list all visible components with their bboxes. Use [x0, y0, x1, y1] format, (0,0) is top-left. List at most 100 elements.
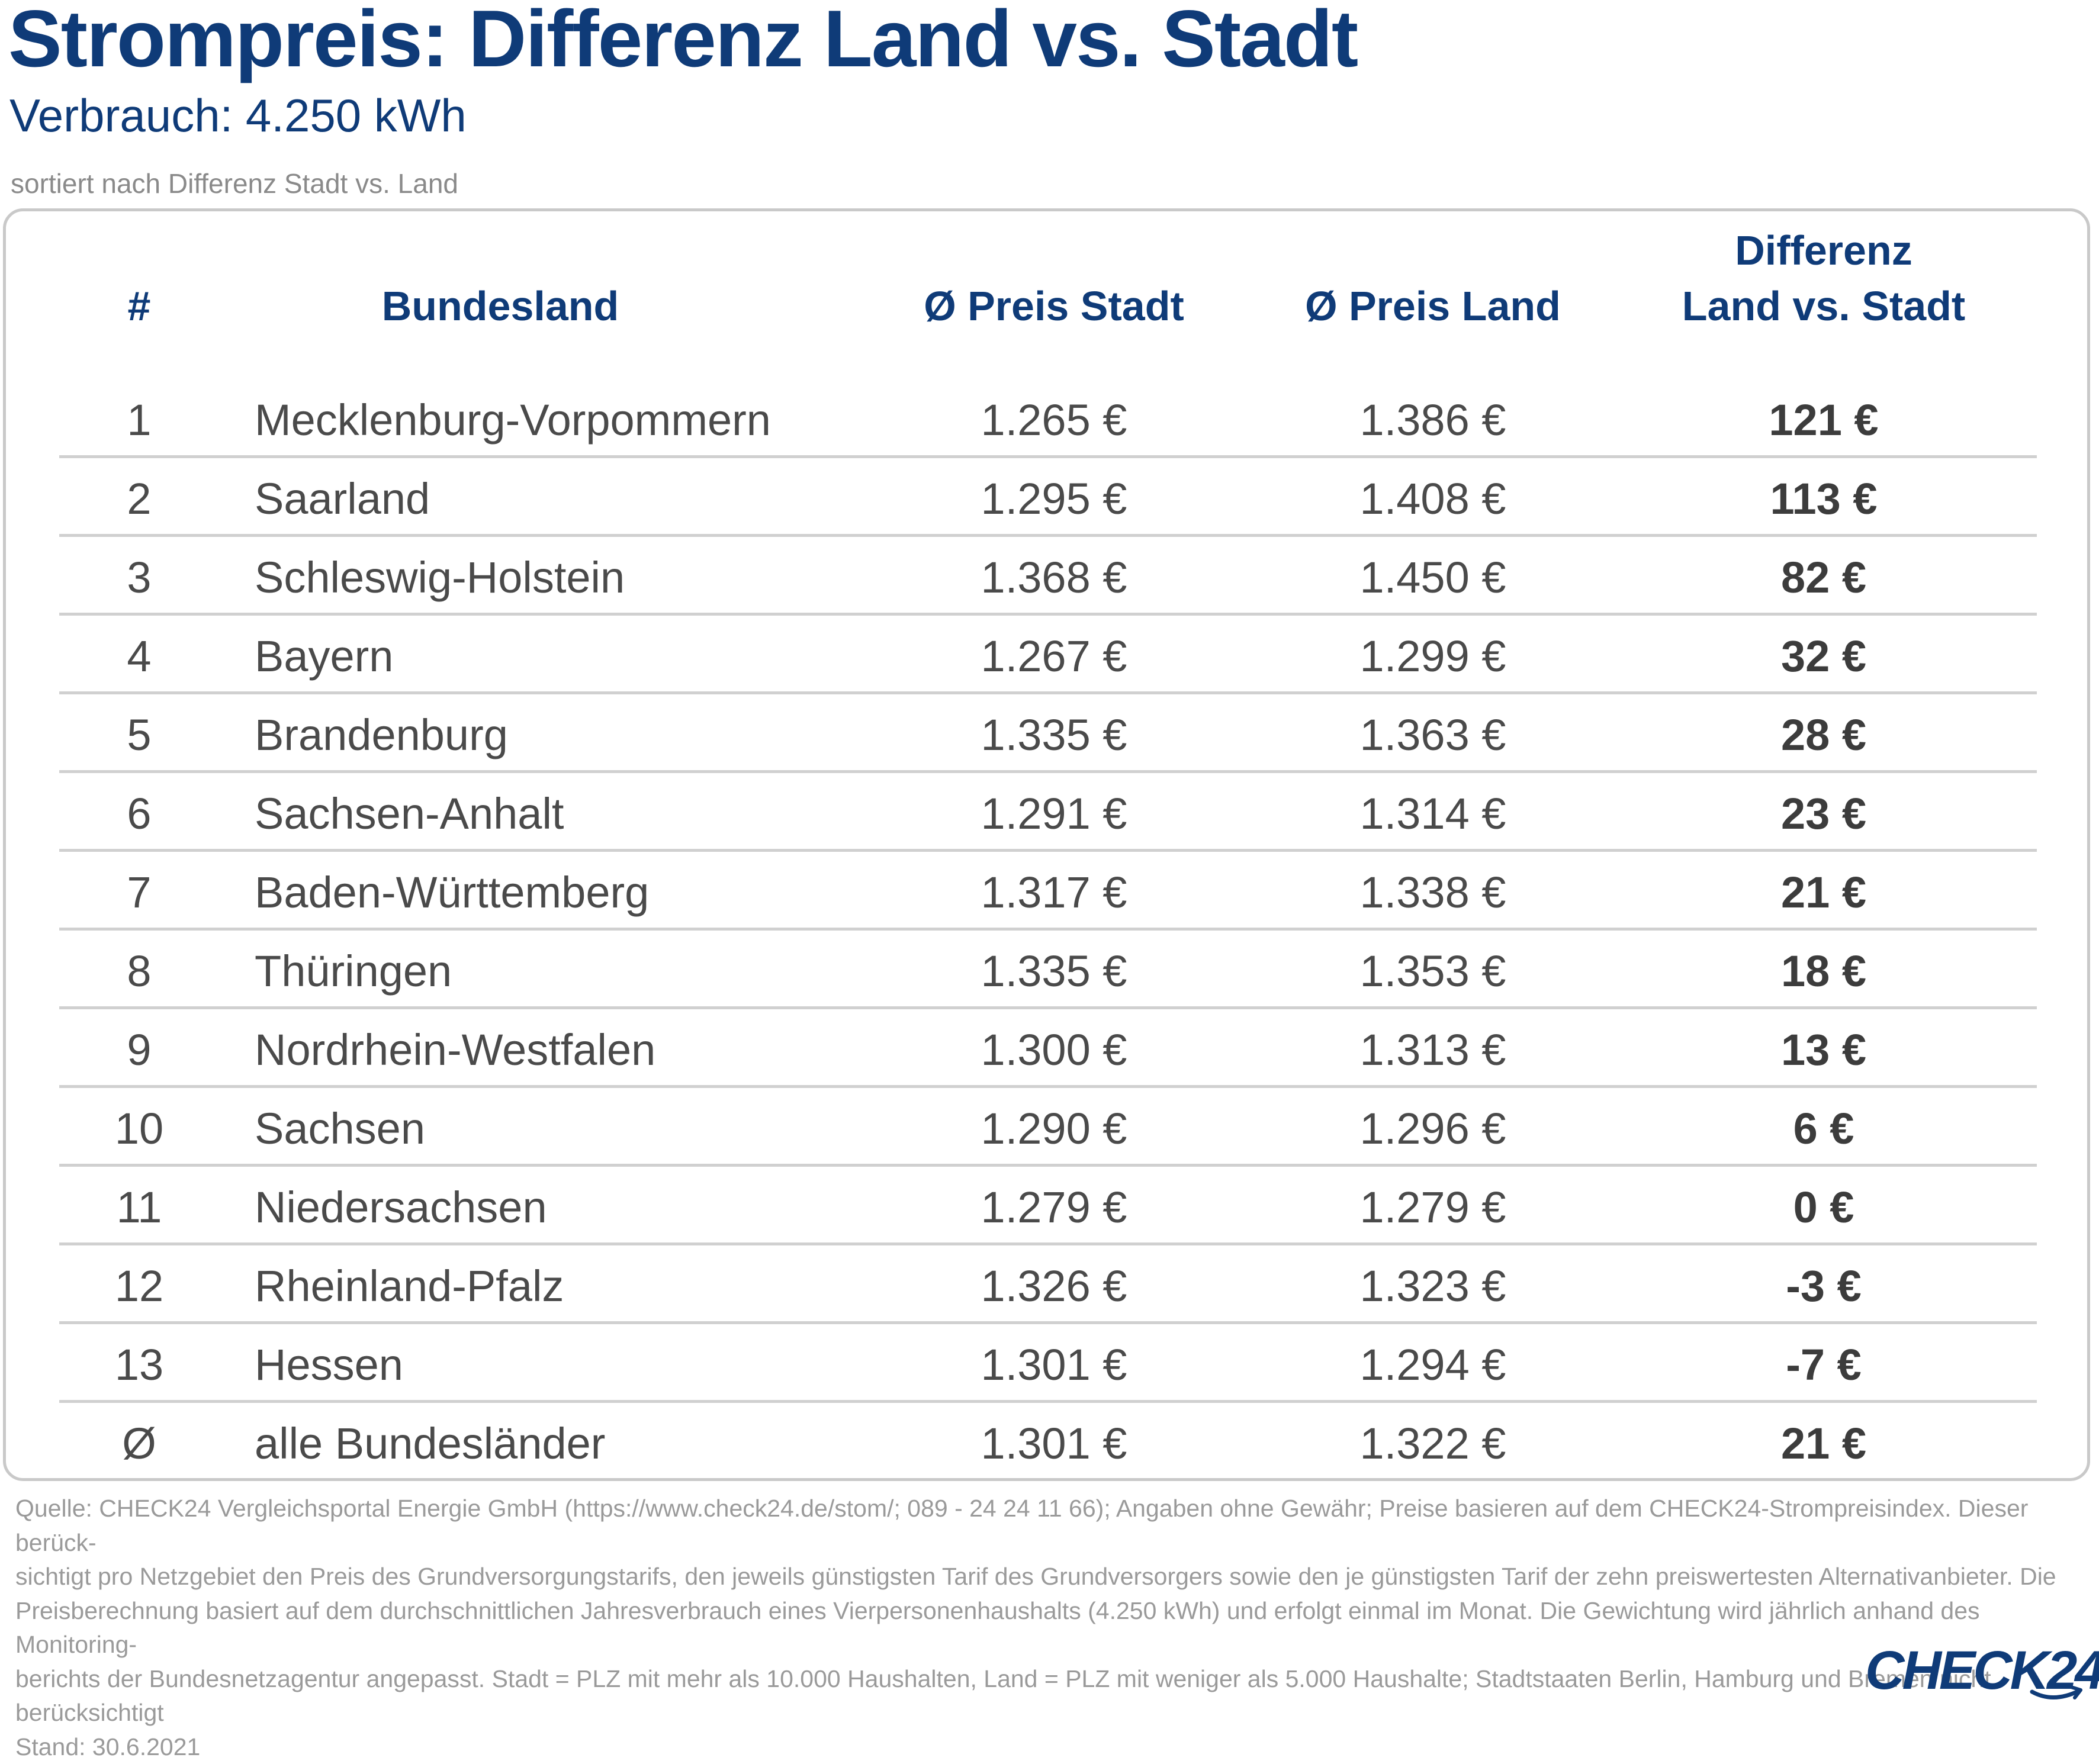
row-preis-land: 1.313 € [1273, 1010, 1593, 1089]
table-row: 2 Saarland 1.295 € 1.408 € 113 € [0, 459, 2099, 538]
row-bundesland: Schleswig-Holstein [255, 538, 625, 617]
row-divider [59, 849, 2037, 852]
row-differenz: -7 € [1622, 1325, 2025, 1404]
source-line: berichts der Bundesnetzagentur angepasst… [15, 1662, 2088, 1730]
row-divider [59, 770, 2037, 773]
table-row: 9 Nordrhein-Westfalen 1.300 € 1.313 € 13… [0, 1010, 2099, 1089]
row-rank: Ø [107, 1404, 172, 1483]
row-bundesland: Bayern [255, 617, 393, 696]
table-row-average: Ø alle Bundesländer 1.301 € 1.322 € 21 € [0, 1404, 2099, 1483]
row-rank: 13 [107, 1325, 172, 1404]
row-rank: 7 [107, 853, 172, 932]
source-line: Quelle: CHECK24 Vergleichsportal Energie… [15, 1492, 2088, 1560]
row-differenz: 6 € [1622, 1089, 2025, 1168]
table-row: 11 Niedersachsen 1.279 € 1.279 € 0 € [0, 1168, 2099, 1247]
row-preis-stadt: 1.265 € [888, 381, 1220, 459]
table-row: 6 Sachsen-Anhalt 1.291 € 1.314 € 23 € [0, 774, 2099, 853]
row-preis-land: 1.450 € [1273, 538, 1593, 617]
row-preis-land: 1.279 € [1273, 1168, 1593, 1247]
table-row: 10 Sachsen 1.290 € 1.296 € 6 € [0, 1089, 2099, 1168]
row-rank: 6 [107, 774, 172, 853]
row-preis-land: 1.386 € [1273, 381, 1593, 459]
row-divider [59, 1164, 2037, 1167]
column-header-differenz: Differenz Land vs. Stadt [1622, 223, 2025, 334]
row-differenz: 0 € [1622, 1168, 2025, 1247]
row-bundesland: Niedersachsen [255, 1168, 547, 1247]
table-row: 5 Brandenburg 1.335 € 1.363 € 28 € [0, 696, 2099, 774]
row-divider [59, 928, 2037, 931]
column-header-number: # [107, 278, 172, 334]
row-preis-stadt: 1.335 € [888, 932, 1220, 1010]
source-line: Preisberechnung basiert auf dem durchsch… [15, 1594, 2088, 1662]
row-differenz: 13 € [1622, 1010, 2025, 1089]
row-divider [59, 613, 2037, 616]
row-bundesland: Thüringen [255, 932, 452, 1010]
row-differenz: 28 € [1622, 696, 2025, 774]
column-header-bundesland: Bundesland [332, 278, 669, 334]
logo-swoosh-icon [2030, 1686, 2083, 1704]
row-preis-land: 1.294 € [1273, 1325, 1593, 1404]
row-preis-stadt: 1.300 € [888, 1010, 1220, 1089]
row-bundesland: alle Bundesländer [255, 1404, 605, 1483]
row-preis-stadt: 1.291 € [888, 774, 1220, 853]
row-preis-stadt: 1.267 € [888, 617, 1220, 696]
row-bundesland: Mecklenburg-Vorpommern [255, 381, 771, 459]
column-header-preis-stadt: Ø Preis Stadt [888, 278, 1220, 334]
row-differenz: 32 € [1622, 617, 2025, 696]
row-rank: 8 [107, 932, 172, 1010]
row-preis-land: 1.338 € [1273, 853, 1593, 932]
row-preis-stadt: 1.301 € [888, 1325, 1220, 1404]
table-row: 8 Thüringen 1.335 € 1.353 € 18 € [0, 932, 2099, 1010]
row-rank: 10 [107, 1089, 172, 1168]
row-differenz: -3 € [1622, 1247, 2025, 1325]
row-preis-stadt: 1.290 € [888, 1089, 1220, 1168]
row-preis-stadt: 1.368 € [888, 538, 1220, 617]
row-preis-stadt: 1.295 € [888, 459, 1220, 538]
table-row: 13 Hessen 1.301 € 1.294 € -7 € [0, 1325, 2099, 1404]
row-rank: 4 [107, 617, 172, 696]
row-rank: 3 [107, 538, 172, 617]
row-preis-land: 1.323 € [1273, 1247, 1593, 1325]
row-rank: 9 [107, 1010, 172, 1089]
row-differenz: 21 € [1622, 853, 2025, 932]
row-differenz: 21 € [1622, 1404, 2025, 1483]
row-bundesland: Saarland [255, 459, 430, 538]
column-header-preis-land: Ø Preis Land [1273, 278, 1593, 334]
row-divider [59, 534, 2037, 537]
table-row: 4 Bayern 1.267 € 1.299 € 32 € [0, 617, 2099, 696]
row-bundesland: Baden-Württemberg [255, 853, 649, 932]
row-divider [59, 1400, 2037, 1403]
source-footnote: Quelle: CHECK24 Vergleichsportal Energie… [15, 1492, 2088, 1764]
row-differenz: 18 € [1622, 932, 2025, 1010]
row-preis-land: 1.314 € [1273, 774, 1593, 853]
row-preis-stadt: 1.279 € [888, 1168, 1220, 1247]
row-preis-stadt: 1.326 € [888, 1247, 1220, 1325]
row-bundesland: Brandenburg [255, 696, 508, 774]
row-differenz: 23 € [1622, 774, 2025, 853]
row-preis-stadt: 1.335 € [888, 696, 1220, 774]
row-rank: 2 [107, 459, 172, 538]
row-bundesland: Sachsen [255, 1089, 425, 1168]
table-row: 1 Mecklenburg-Vorpommern 1.265 € 1.386 €… [0, 381, 2099, 459]
row-preis-stadt: 1.317 € [888, 853, 1220, 932]
row-divider [59, 1085, 2037, 1088]
row-divider [59, 1242, 2037, 1245]
row-rank: 11 [107, 1168, 172, 1247]
column-header-differenz-line2: Land vs. Stadt [1622, 278, 2025, 334]
row-rank: 12 [107, 1247, 172, 1325]
row-differenz: 121 € [1622, 381, 2025, 459]
row-preis-land: 1.296 € [1273, 1089, 1593, 1168]
source-line: Stand: 30.6.2021 [15, 1730, 2088, 1764]
row-bundesland: Sachsen-Anhalt [255, 774, 564, 853]
table-row: 7 Baden-Württemberg 1.317 € 1.338 € 21 € [0, 853, 2099, 932]
row-divider [59, 455, 2037, 458]
row-differenz: 113 € [1622, 459, 2025, 538]
sort-note: sortiert nach Differenz Stadt vs. Land [11, 167, 458, 200]
row-divider [59, 691, 2037, 694]
row-preis-land: 1.353 € [1273, 932, 1593, 1010]
check24-logo: CHECK24 [1865, 1641, 2084, 1706]
row-preis-land: 1.408 € [1273, 459, 1593, 538]
table-row: 3 Schleswig-Holstein 1.368 € 1.450 € 82 … [0, 538, 2099, 617]
row-divider [59, 1321, 2037, 1324]
row-preis-land: 1.322 € [1273, 1404, 1593, 1483]
